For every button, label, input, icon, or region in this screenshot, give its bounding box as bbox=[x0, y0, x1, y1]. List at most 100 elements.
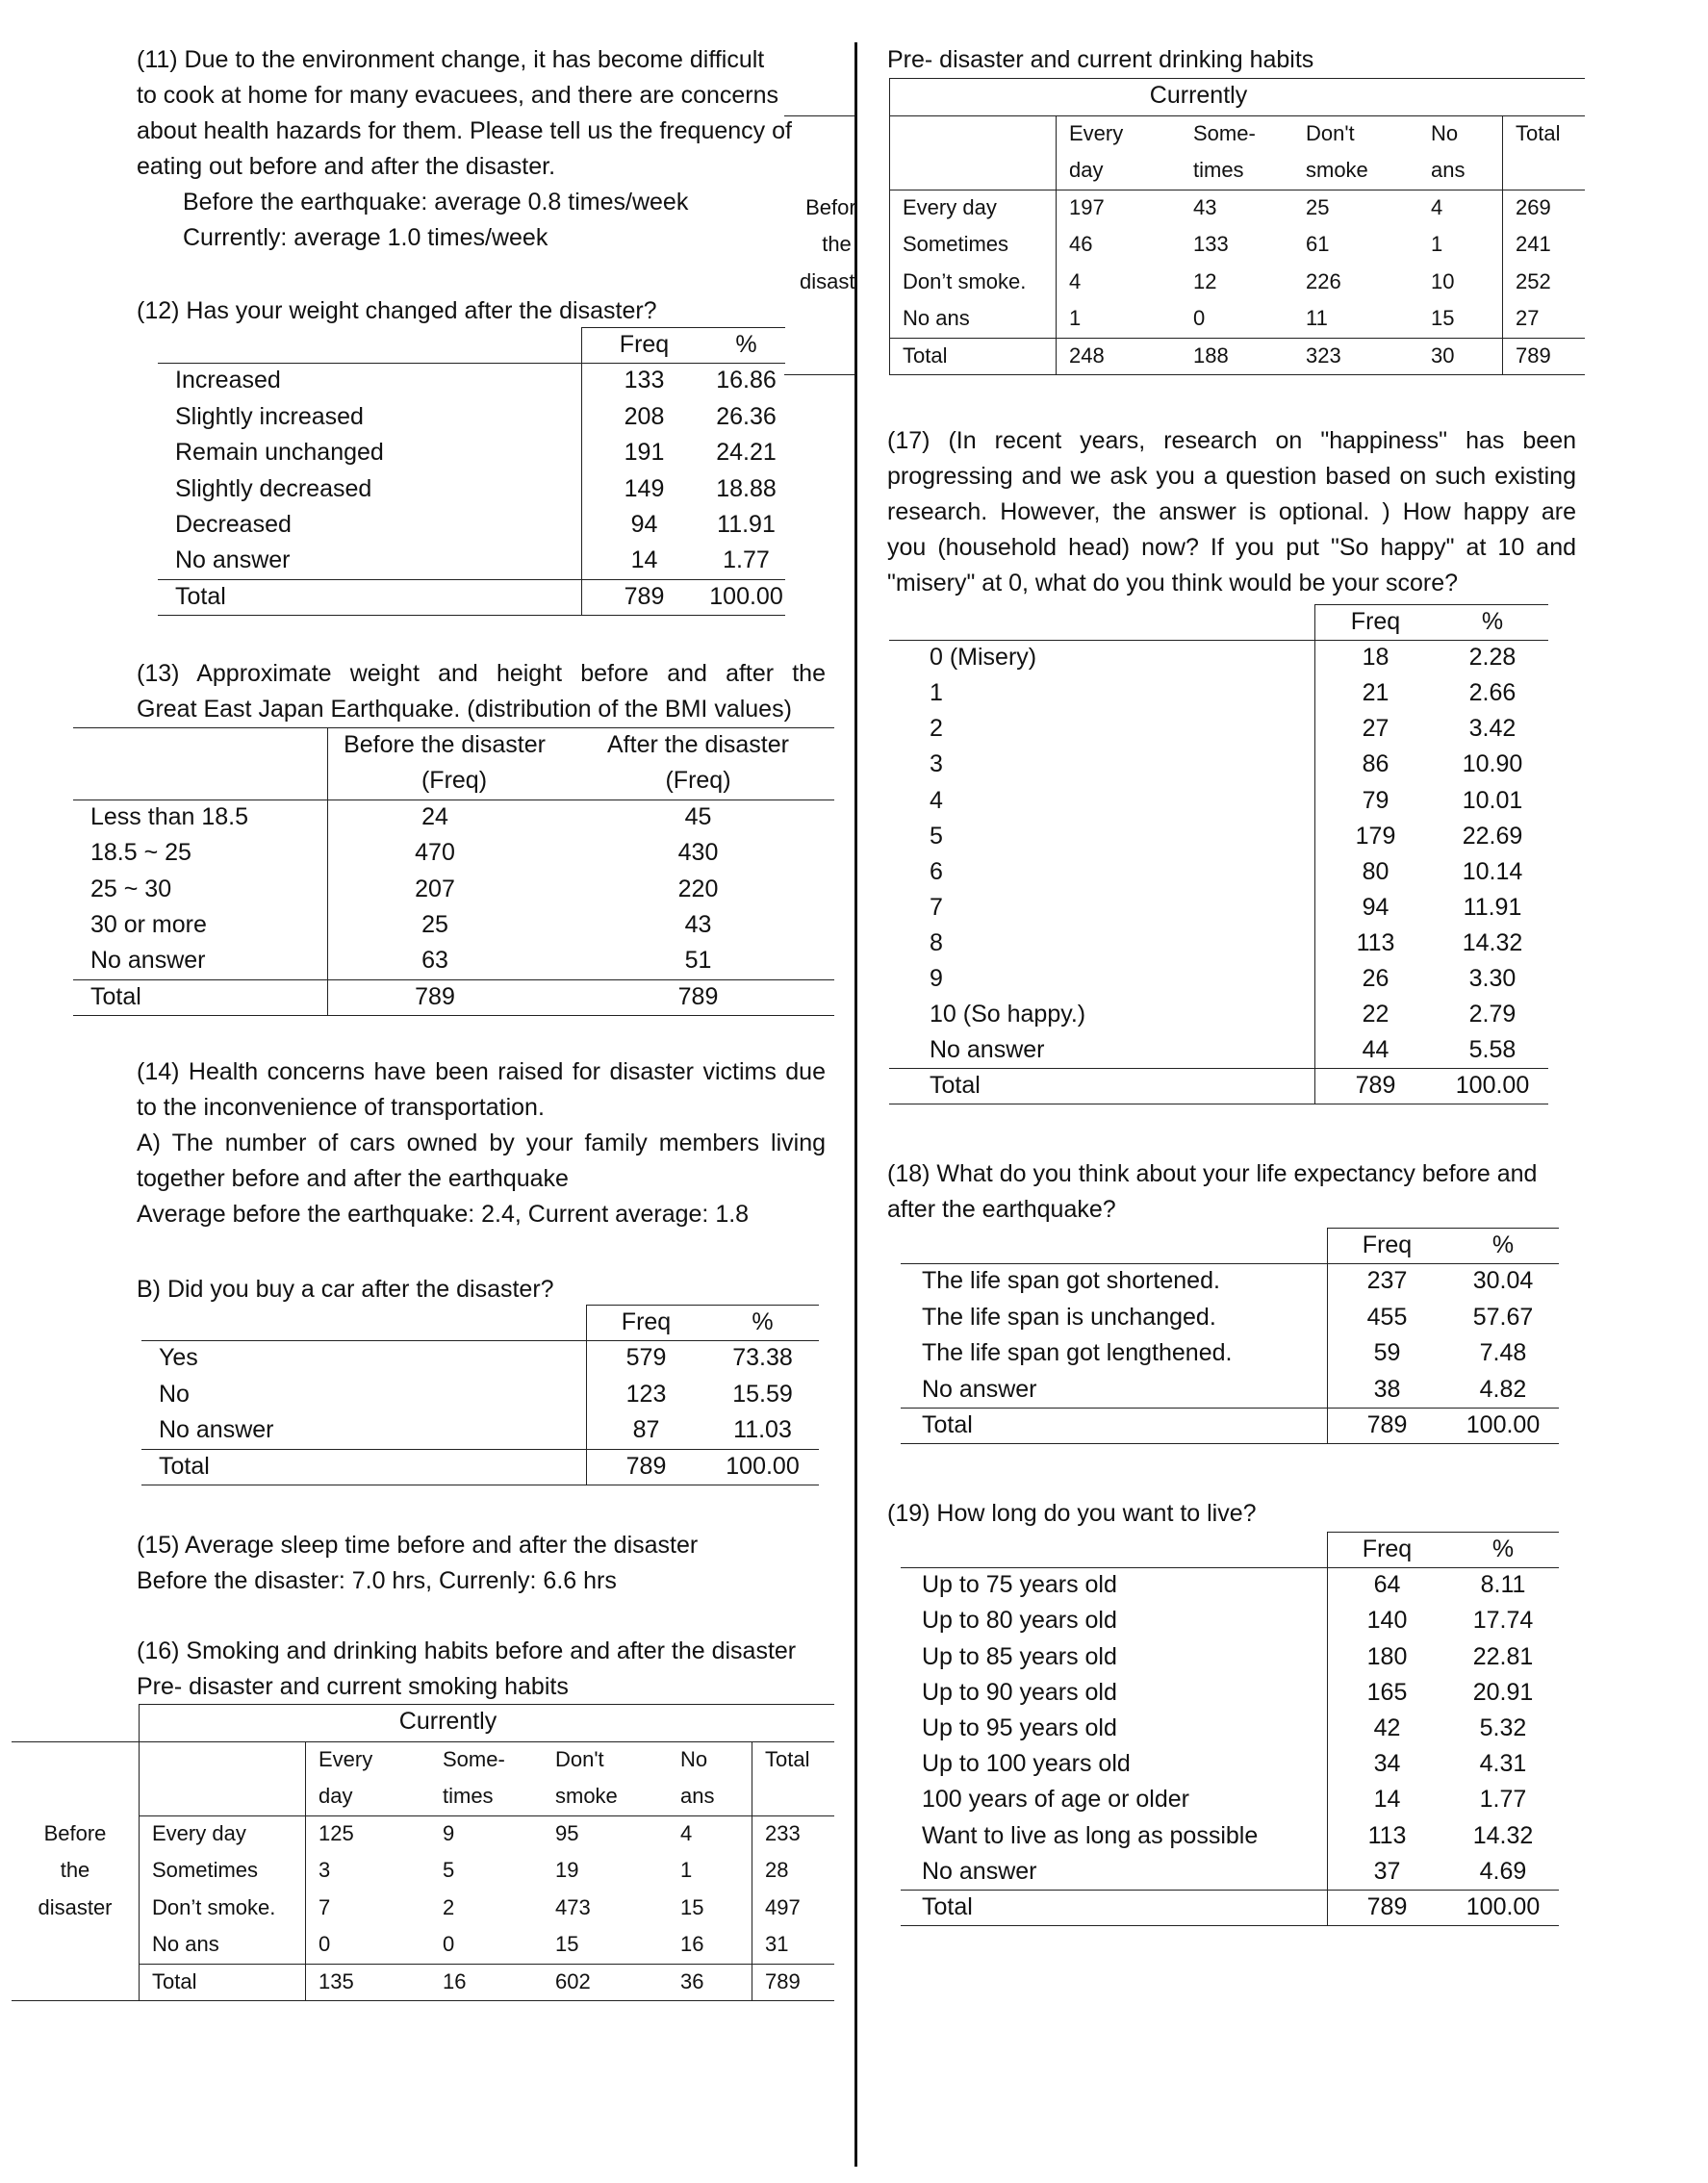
q17-text-line: research. However, the answer is optiona… bbox=[887, 498, 1576, 525]
column-header: No bbox=[1431, 120, 1459, 145]
q14-text-line: together before and after the earthquake bbox=[137, 1165, 569, 1192]
percent-value: 11.91 bbox=[1463, 893, 1522, 921]
column-header: smoke bbox=[555, 1784, 618, 1808]
table-rule bbox=[139, 1704, 834, 1705]
q13-title: (13) Approximate weight and height befor… bbox=[137, 656, 826, 727]
percent-value: 11.91 bbox=[717, 511, 776, 538]
table-row-label: Don’t smoke. bbox=[152, 1894, 276, 1919]
freq-value: 22 bbox=[1362, 1001, 1389, 1028]
freq-value: 455 bbox=[1366, 1303, 1408, 1331]
column-header: Total bbox=[1516, 120, 1561, 145]
before-disaster-label: the bbox=[60, 1858, 90, 1882]
total-percent: 100.00 bbox=[1466, 1411, 1541, 1438]
total-after: 789 bbox=[677, 982, 719, 1010]
table-rule bbox=[12, 1740, 139, 1742]
freq-value: 34 bbox=[1373, 1750, 1401, 1778]
q16-section: (16) Smoking and drinking habits before … bbox=[137, 1634, 826, 1705]
total-freq: 789 bbox=[1366, 1893, 1408, 1920]
freq-value: 149 bbox=[624, 474, 665, 502]
column-header-percent: % bbox=[1491, 1231, 1515, 1258]
table-rule bbox=[141, 1340, 819, 1342]
freq-value: 21 bbox=[1362, 679, 1389, 707]
total-row-value: 16 bbox=[443, 1968, 467, 1993]
q11-text-line: eating out before and after the disaster… bbox=[137, 153, 556, 180]
total-freq: 789 bbox=[624, 582, 665, 610]
table-rule bbox=[73, 1015, 834, 1017]
percent-value: 10.14 bbox=[1462, 857, 1523, 885]
row-label: Less than 18.5 bbox=[90, 802, 249, 830]
q12-title: (12) Has your weight changed after the d… bbox=[137, 297, 657, 324]
before-value: 63 bbox=[421, 947, 448, 975]
total-percent: 100.00 bbox=[726, 1452, 800, 1480]
column-header-after: After the disaster bbox=[607, 731, 789, 758]
table-row-value: 197 bbox=[1069, 194, 1105, 219]
percent-value: 2.66 bbox=[1468, 679, 1517, 707]
table-row-value: 0 bbox=[443, 1932, 455, 1956]
column-header-freq: Freq bbox=[1350, 608, 1401, 635]
q17-text-line: (17) (In recent years, research on "happ… bbox=[887, 427, 1576, 454]
table-rule bbox=[158, 363, 785, 365]
row-label: Up to 85 years old bbox=[922, 1642, 1117, 1670]
column-header: Every bbox=[1069, 120, 1124, 145]
q11-before: Before the earthquake: average 0.8 times… bbox=[183, 189, 689, 216]
row-label: 8 bbox=[930, 928, 943, 956]
row-label: Want to live as long as possible bbox=[922, 1821, 1259, 1849]
total-percent: 100.00 bbox=[709, 582, 783, 610]
table-row-value: 95 bbox=[555, 1820, 579, 1845]
percent-value: 73.38 bbox=[732, 1344, 793, 1372]
freq-value: 133 bbox=[624, 367, 665, 394]
q14-text-line: to the inconvenience of transportation. bbox=[137, 1094, 545, 1121]
freq-value: 64 bbox=[1373, 1571, 1401, 1599]
freq-value: 579 bbox=[625, 1344, 667, 1372]
q17-text-line: progressing and we ask you a question ba… bbox=[887, 463, 1576, 490]
percent-value: 20.91 bbox=[1472, 1678, 1534, 1706]
freq-value: 59 bbox=[1373, 1339, 1401, 1367]
before-value: 470 bbox=[415, 839, 455, 867]
percent-value: 1.77 bbox=[1479, 1786, 1527, 1814]
row-label: Increased bbox=[175, 367, 281, 394]
total-freq: 789 bbox=[1366, 1411, 1408, 1438]
table-rule bbox=[139, 1704, 140, 2000]
table-rule bbox=[889, 374, 1585, 375]
column-header-percent: % bbox=[752, 1308, 774, 1335]
table-rule bbox=[784, 114, 854, 116]
table-rule bbox=[305, 1740, 306, 2000]
q11-current: Currently: average 1.0 times/week bbox=[183, 224, 548, 251]
table-row-value: 43 bbox=[1193, 194, 1217, 219]
percent-value: 11.03 bbox=[733, 1416, 792, 1444]
table-rule bbox=[889, 78, 890, 374]
row-label: 100 years of age or older bbox=[922, 1786, 1189, 1814]
before-disaster-label: Before bbox=[805, 194, 854, 219]
column-header-freq: Freq bbox=[1362, 1536, 1413, 1562]
table-row-label: No ans bbox=[903, 306, 970, 330]
q19-title: (19) How long do you want to live? bbox=[887, 1500, 1257, 1527]
percent-value: 3.42 bbox=[1468, 715, 1517, 743]
freq-value: 113 bbox=[1356, 928, 1395, 956]
row-label: Up to 95 years old bbox=[922, 1714, 1117, 1741]
table-rule bbox=[586, 1305, 819, 1306]
column-header: Some- bbox=[1193, 120, 1256, 145]
table-row-value: 0 bbox=[319, 1932, 331, 1956]
q18-text-line: (18) What do you think about your life e… bbox=[887, 1160, 1538, 1187]
row-label: Yes bbox=[159, 1344, 198, 1372]
total-label: Total bbox=[159, 1452, 210, 1480]
table-row-label: Sometimes bbox=[903, 232, 1009, 256]
table-rule bbox=[1314, 604, 1315, 1104]
after-value: 45 bbox=[684, 802, 712, 830]
column-header: smoke bbox=[1306, 158, 1368, 182]
percent-value: 22.81 bbox=[1472, 1642, 1534, 1670]
percent-value: 5.58 bbox=[1468, 1036, 1517, 1064]
row-label: No answer bbox=[922, 1857, 1037, 1885]
table-row-value: 15 bbox=[1431, 306, 1455, 330]
column-header-percent: % bbox=[735, 331, 757, 358]
table-rule bbox=[73, 727, 834, 728]
row-label: No answer bbox=[90, 947, 206, 975]
freq-value: 165 bbox=[1366, 1678, 1408, 1706]
row-label: 1 bbox=[930, 679, 943, 707]
q18-section: (18) What do you think about your life e… bbox=[887, 1156, 1576, 1228]
table-rule bbox=[139, 1815, 834, 1816]
total-label: Total bbox=[175, 582, 226, 610]
table-rule bbox=[1314, 604, 1548, 605]
table-rule bbox=[1327, 1532, 1559, 1533]
row-label: Up to 75 years old bbox=[922, 1571, 1117, 1599]
